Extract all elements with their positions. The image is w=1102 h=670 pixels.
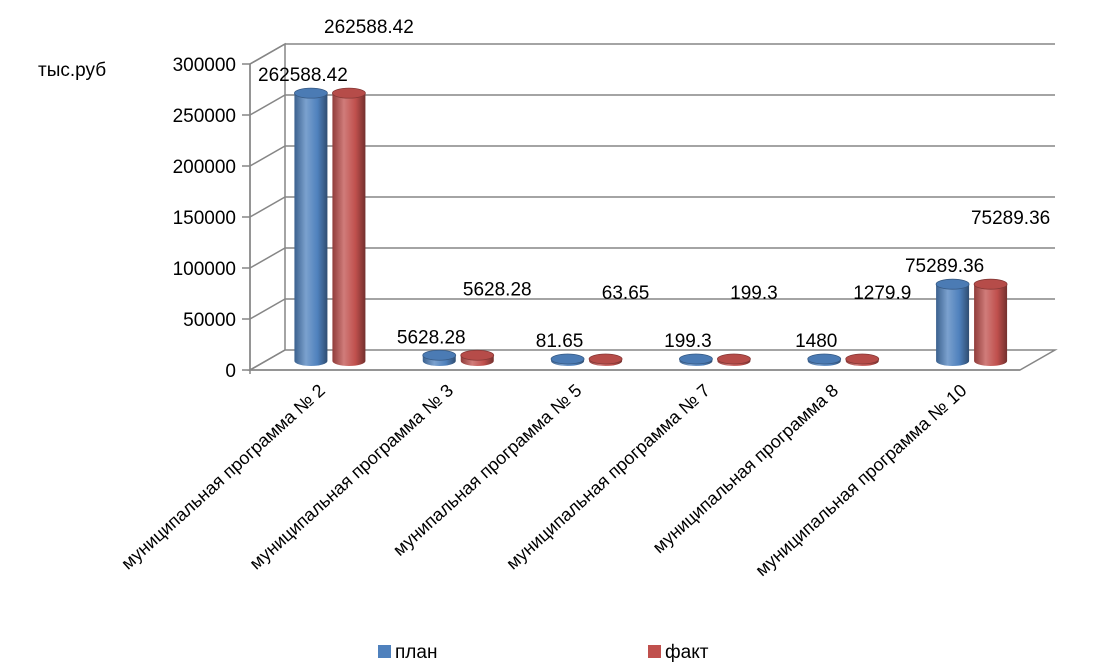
- legend-item: факт: [648, 642, 709, 663]
- y-tick-label: 0: [225, 361, 236, 382]
- data-label: 1279.9: [853, 283, 911, 304]
- bar-top: [717, 353, 751, 365]
- data-labels: 262588.42 262588.42 5628.28 5628.28 81.65 63.…: [258, 17, 1050, 352]
- bar-top: [294, 87, 328, 99]
- y-tick-label: 50000: [183, 310, 236, 331]
- bar-top: [422, 349, 457, 361]
- data-label: 63.65: [602, 283, 650, 304]
- bar: [973, 278, 1008, 367]
- category-label: муниципальная программа № 2: [117, 380, 329, 573]
- data-label: 75289.36: [905, 256, 984, 277]
- bar: [717, 353, 751, 367]
- bar-top: [935, 278, 970, 290]
- chart-walls: [247, 42, 1058, 372]
- bar: [845, 353, 880, 367]
- bar-top: [550, 353, 585, 365]
- bar-body: [294, 93, 328, 367]
- data-label: 5628.28: [397, 327, 466, 348]
- bar-top: [679, 353, 713, 365]
- category-label: муниципальная программа № 7: [502, 380, 714, 573]
- y-tick-label: 200000: [173, 157, 236, 178]
- floor: [247, 349, 1058, 371]
- legend-swatch: [648, 645, 661, 658]
- gridline: [249, 94, 1055, 116]
- bar: [460, 349, 495, 367]
- bar-top: [845, 353, 880, 365]
- y-tick-label: 100000: [173, 259, 236, 280]
- bar: [679, 353, 713, 367]
- bar: [550, 353, 585, 367]
- data-label: 262588.42: [258, 65, 348, 86]
- data-label: 1480: [795, 331, 837, 352]
- legend-label: факт: [665, 642, 709, 663]
- bar: [332, 87, 366, 367]
- category-label: муниципальная программа № 3: [246, 380, 458, 573]
- bar-top: [460, 349, 495, 361]
- data-label: 262588.42: [324, 17, 414, 38]
- bar: [588, 353, 623, 367]
- y-tick-label: 300000: [173, 55, 236, 76]
- category-labels: муниципальная программа № 2муниципальная…: [117, 380, 970, 580]
- data-label: 199.3: [730, 283, 778, 304]
- legend-swatch: [378, 645, 391, 658]
- data-label: 75289.36: [971, 208, 1050, 229]
- gridline: [249, 43, 1055, 65]
- legend: план факт: [378, 642, 709, 663]
- axes: [242, 63, 1020, 374]
- gridline: [249, 145, 1055, 167]
- legend-label: план: [395, 642, 437, 663]
- y-tick-labels: 0 50000 100000 150000 200000 250000 300000: [173, 55, 236, 382]
- gridline: [249, 247, 1055, 269]
- y-tick-label: 250000: [173, 106, 236, 127]
- y-tick-label: 150000: [173, 208, 236, 229]
- bars: [294, 87, 1008, 367]
- bar: [935, 278, 970, 367]
- data-label: 81.65: [536, 331, 584, 352]
- legend-item: план: [378, 642, 437, 663]
- bar-top: [588, 353, 623, 365]
- gridline: [249, 196, 1055, 218]
- data-label: 5628.28: [463, 279, 532, 300]
- bar: [294, 87, 328, 367]
- bar-top: [807, 353, 842, 365]
- bar-body: [974, 284, 1008, 367]
- bar: [807, 353, 842, 367]
- data-label: 199.3: [664, 331, 712, 352]
- bar-body: [332, 93, 366, 367]
- gridline: [249, 298, 1055, 320]
- category-label: муниципальная программа № 10: [751, 380, 970, 580]
- gridlines: [249, 43, 1055, 320]
- bar: [422, 349, 457, 367]
- y-axis-label: тыс.руб: [38, 60, 106, 81]
- bar-top: [332, 87, 366, 99]
- bar-top: [973, 278, 1008, 290]
- bar-body: [936, 284, 970, 367]
